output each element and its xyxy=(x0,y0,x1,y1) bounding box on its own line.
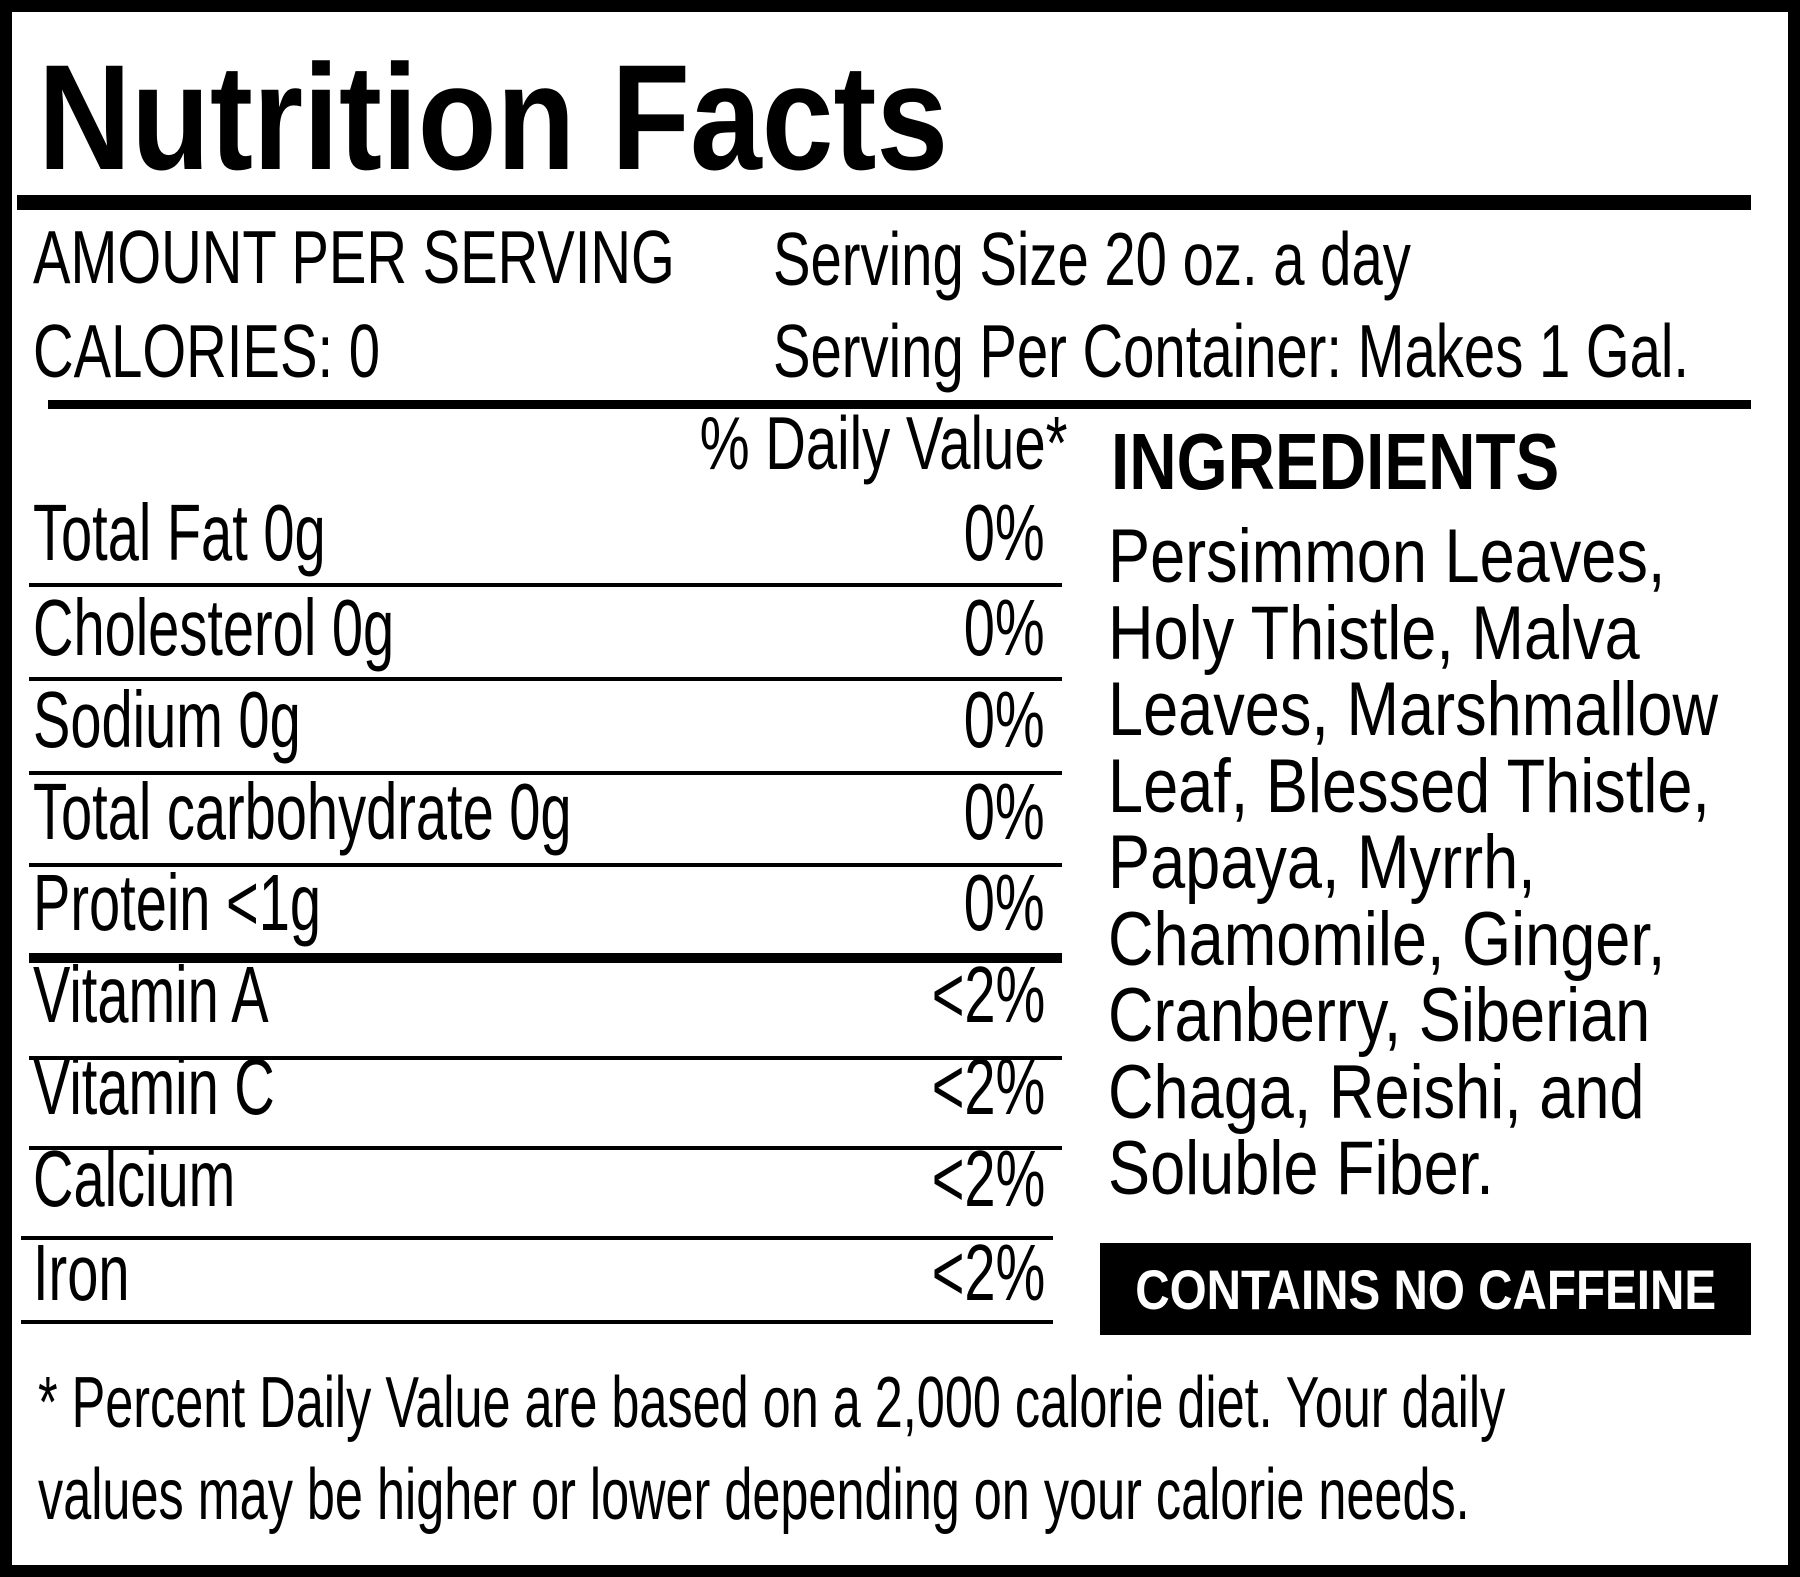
ingredients-line: Leaf, Blessed Thistle, xyxy=(1108,743,1710,829)
nutrient-name: Vitamin A xyxy=(33,950,269,1039)
row-divider xyxy=(29,1056,1062,1060)
footnote-line: values may be higher or lower depending … xyxy=(38,1455,1470,1535)
row-divider xyxy=(29,863,1062,867)
ingredients-line: Leaves, Marshmallow xyxy=(1108,667,1719,752)
ingredients-line: Cranberry, Siberian xyxy=(1108,973,1651,1058)
ingredients-title: INGREDIENTS xyxy=(1111,417,1560,506)
row-divider xyxy=(29,583,1062,587)
row-divider xyxy=(29,771,1062,775)
ingredients-line: Soluble Fiber. xyxy=(1108,1126,1494,1211)
ingredients-line: Chamomile, Ginger, xyxy=(1108,896,1666,982)
page-title: Nutrition Facts xyxy=(38,33,949,201)
serving-size: Serving Size 20 oz. a day xyxy=(773,217,1411,301)
thick-divider xyxy=(17,195,1751,210)
nutrient-name: Total Fat 0g xyxy=(33,488,326,577)
ingredients-line: Chaga, Reishi, and xyxy=(1108,1049,1645,1135)
caffeine-badge-text: CONTAINS NO CAFFEINE xyxy=(1135,1257,1716,1321)
nutrient-daily-value: <2% xyxy=(931,950,1045,1039)
footnote-line: * Percent Daily Value are based on a 2,0… xyxy=(38,1363,1506,1443)
nutrient-name: Total carbohydrate 0g xyxy=(33,767,572,856)
nutrient-daily-value: 0% xyxy=(964,858,1045,947)
ingredients-line: Papaya, Myrrh, xyxy=(1108,820,1536,905)
row-divider xyxy=(21,1320,1053,1324)
ingredients-line: Holy Thistle, Malva xyxy=(1108,590,1640,676)
servings-per-container: Serving Per Container: Makes 1 Gal. xyxy=(773,309,1690,393)
nutrient-name: Protein <1g xyxy=(33,858,321,947)
nutrient-name: Calcium xyxy=(33,1134,236,1223)
nutrient-name: Cholesterol 0g xyxy=(33,583,395,672)
nutrient-name: Vitamin C xyxy=(33,1042,275,1131)
calories: CALORIES: 0 xyxy=(33,309,381,393)
row-divider xyxy=(29,677,1062,681)
nutrient-name: Sodium 0g xyxy=(33,675,301,764)
daily-value-header: % Daily Value* xyxy=(700,401,1068,485)
nutrient-daily-value: 0% xyxy=(964,488,1045,577)
nutrient-name: Iron xyxy=(33,1228,130,1317)
nutrient-daily-value: 0% xyxy=(964,675,1045,764)
nutrient-daily-value: <2% xyxy=(931,1134,1045,1223)
caffeine-badge: CONTAINS NO CAFFEINE xyxy=(1100,1243,1751,1335)
nutrient-daily-value: <2% xyxy=(931,1042,1045,1131)
row-divider xyxy=(29,1146,1062,1150)
nutrient-daily-value: <2% xyxy=(931,1228,1045,1317)
nutrient-daily-value: 0% xyxy=(964,767,1045,856)
ingredients-line: Persimmon Leaves, xyxy=(1108,514,1666,599)
divider xyxy=(48,400,1751,409)
row-divider xyxy=(29,953,1062,963)
row-divider xyxy=(21,1236,1053,1240)
amount-per-serving: AMOUNT PER SERVING xyxy=(33,215,675,299)
nutrient-daily-value: 0% xyxy=(964,583,1045,672)
